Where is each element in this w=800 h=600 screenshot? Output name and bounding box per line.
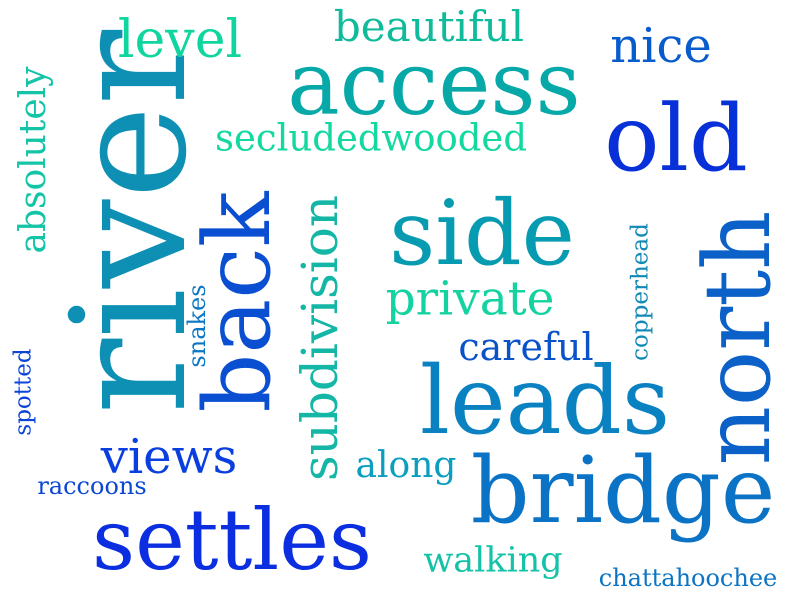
word-subdivision: subdivision — [291, 194, 349, 482]
word-snakes: snakes — [183, 284, 211, 368]
word-bridge: bridge — [470, 437, 776, 544]
word-walking: walking — [423, 540, 563, 581]
word-raccoons: raccoons — [37, 472, 147, 500]
word-nice: nice — [610, 18, 712, 74]
word-north: north — [684, 210, 791, 466]
word-private: private — [385, 271, 555, 327]
word-absolutely: absolutely — [13, 66, 54, 254]
word-chattahoochee: chattahoochee — [598, 564, 778, 592]
word-old: old — [604, 85, 748, 192]
word-access: access — [287, 32, 581, 135]
word-side: side — [389, 181, 575, 286]
word-level: level — [117, 10, 243, 70]
word-spotted: spotted — [10, 348, 37, 436]
word-leads: leads — [419, 347, 671, 456]
word-careful: careful — [458, 325, 594, 369]
word-copperhead: copperhead — [627, 223, 654, 361]
word-views: views — [100, 429, 238, 485]
word-along: along — [355, 445, 457, 486]
word-settles: settles — [91, 491, 373, 589]
word-secludedwooded: secludedwooded — [214, 116, 528, 160]
word-beautiful: beautiful — [333, 2, 525, 51]
